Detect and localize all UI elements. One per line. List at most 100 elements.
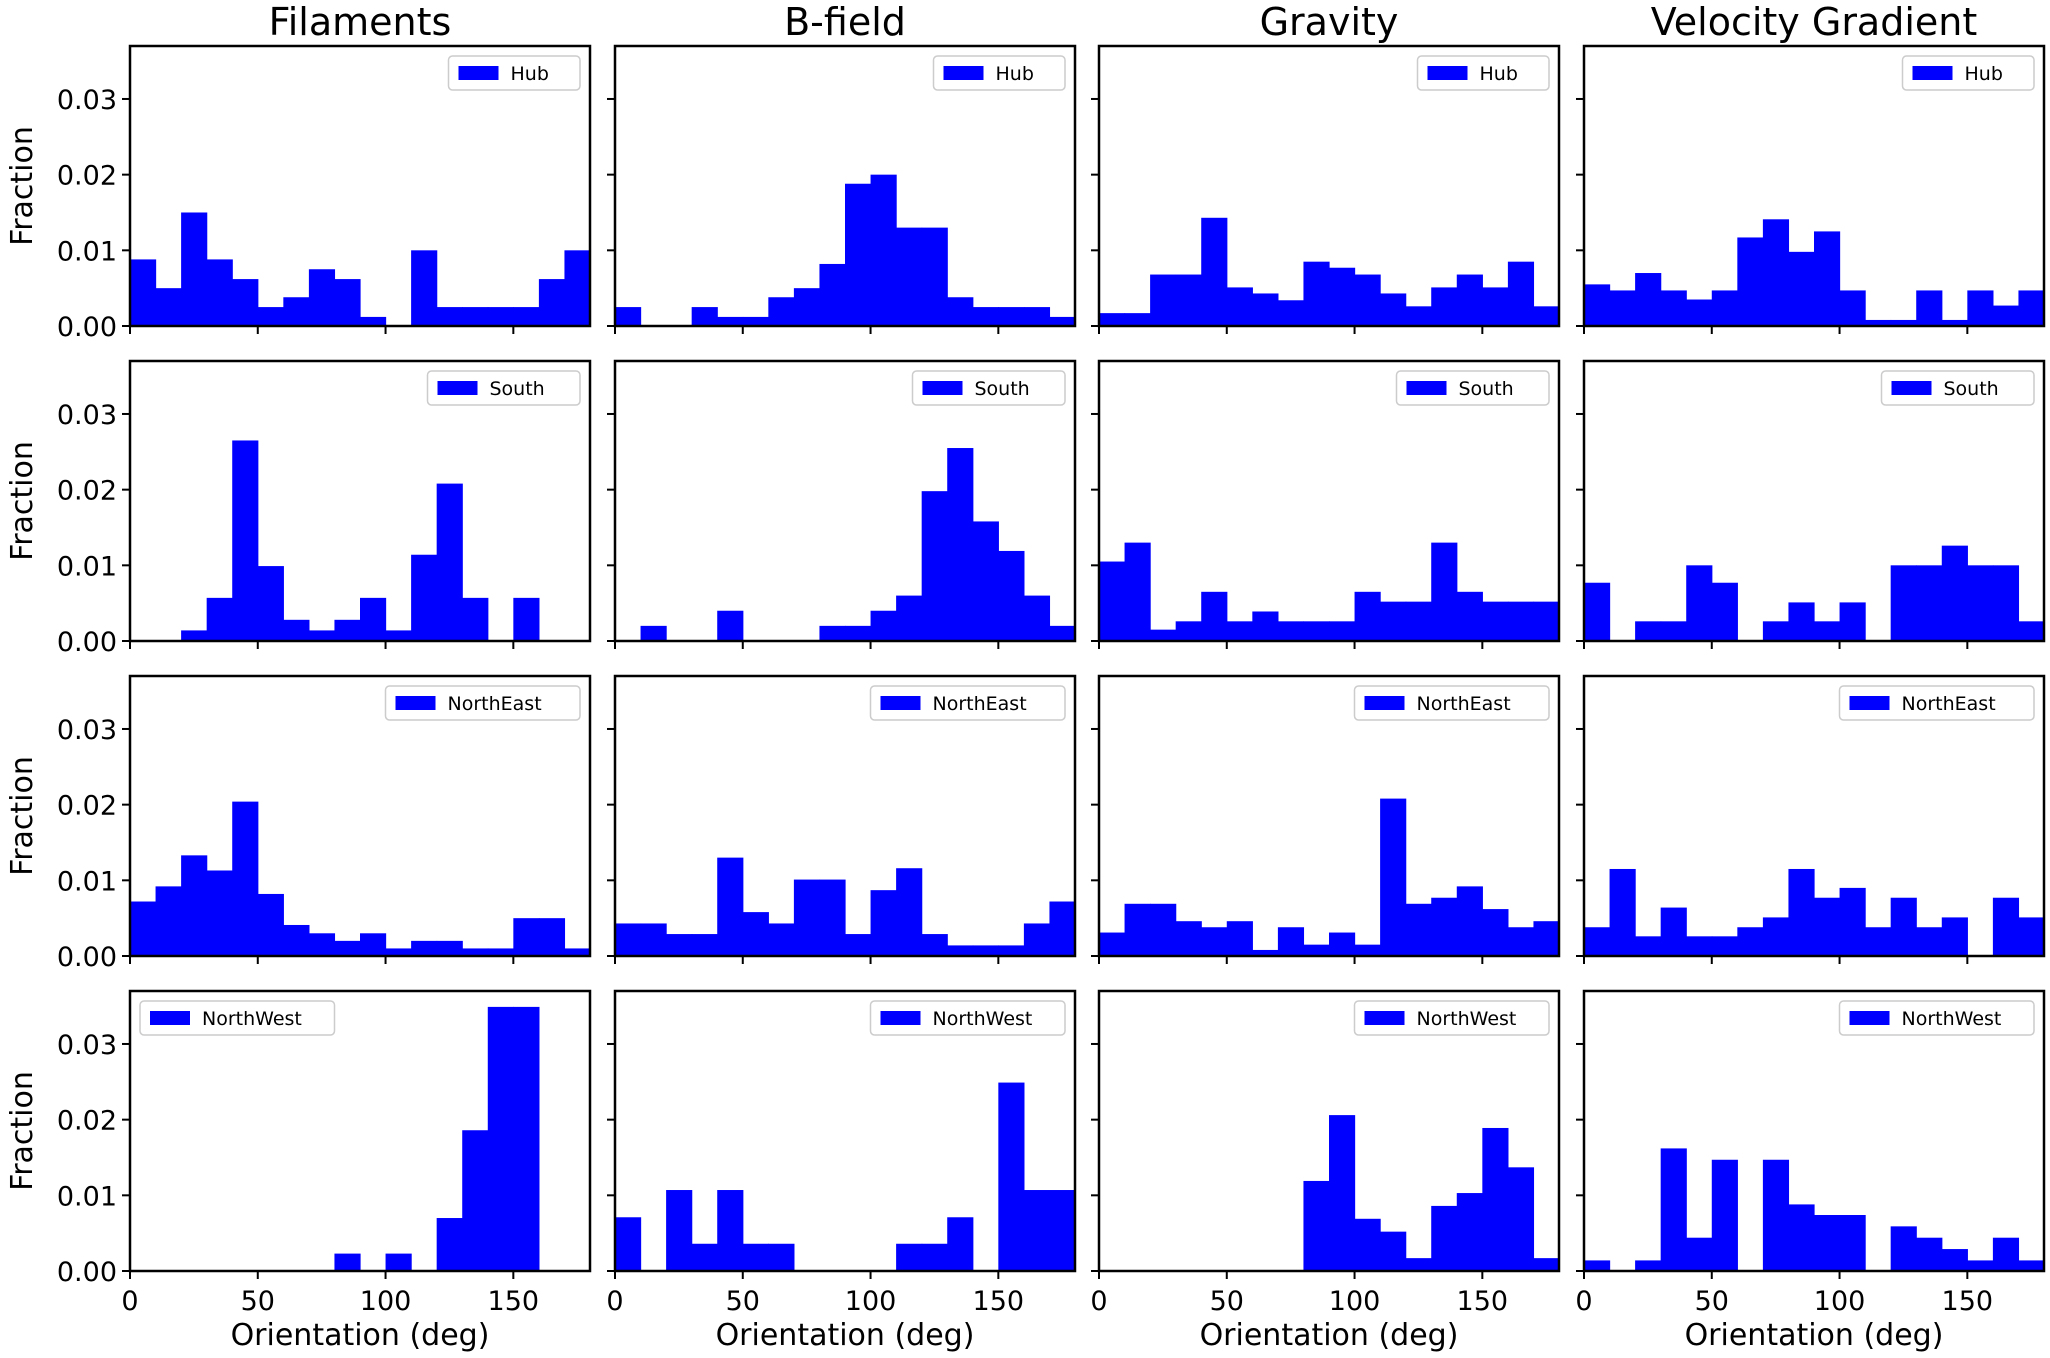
- legend-swatch: [458, 66, 499, 80]
- histogram-bar: [1686, 1237, 1713, 1271]
- histogram-bar: [1865, 927, 1892, 956]
- histogram-bar: [768, 1243, 795, 1271]
- histogram-bar: [1049, 1190, 1076, 1271]
- histogram-bar: [742, 1243, 769, 1271]
- legend-swatch: [150, 1011, 190, 1025]
- plot-frame: [1097, 44, 1561, 328]
- x-tick-label: 150: [973, 1286, 1025, 1317]
- x-tick-label: 50: [1210, 1286, 1244, 1317]
- histogram-bar: [206, 259, 233, 326]
- histogram-bar: [1788, 868, 1815, 956]
- histogram-bar: [1711, 582, 1738, 641]
- histogram-bar: [1711, 290, 1738, 326]
- plot-frame: [128, 359, 592, 643]
- x-tick-label: 150: [488, 1286, 540, 1317]
- x-tick-label: 0: [1575, 1286, 1592, 1317]
- x-axis-label: Orientation (deg): [1200, 1318, 1459, 1353]
- histogram-bar: [1099, 932, 1126, 956]
- histogram-bar: [845, 625, 872, 641]
- x-axis-label: Orientation (deg): [1685, 1318, 1944, 1353]
- legend-label: NorthEast: [1417, 693, 1511, 715]
- y-tick-label: 0.03: [57, 85, 117, 116]
- legend-box: [1353, 685, 1550, 721]
- histogram-bar: [411, 250, 438, 326]
- legend-swatch: [880, 1011, 921, 1025]
- y-tick-label: 0.01: [57, 1181, 117, 1212]
- y-tick-label: 0.03: [57, 400, 117, 431]
- histogram-bar: [436, 483, 463, 641]
- legend-box: [869, 685, 1066, 721]
- histogram-bar: [1635, 1260, 1662, 1271]
- histogram-bar: [717, 610, 744, 641]
- x-tick-label: 100: [1329, 1286, 1381, 1317]
- histogram-bar: [1226, 287, 1253, 326]
- histogram-bar: [615, 923, 642, 956]
- x-tick-label: 150: [1942, 1286, 1994, 1317]
- histogram-bar: [1380, 1231, 1407, 1271]
- histogram-bar: [283, 924, 310, 956]
- histogram-bar: [1354, 274, 1381, 326]
- legend: South: [426, 370, 581, 406]
- histogram-bar: [1380, 798, 1407, 956]
- legend-box: [1880, 370, 2035, 406]
- histogram-bar: [564, 948, 591, 956]
- histogram-bar: [283, 619, 310, 641]
- legend-box: [139, 1000, 336, 1036]
- legend-swatch: [1427, 66, 1468, 80]
- histogram-bar: [130, 901, 157, 956]
- legend-box: [1353, 1000, 1550, 1036]
- histogram-bar: [1405, 601, 1432, 641]
- histogram-bar: [334, 1253, 361, 1271]
- histogram-bar: [1814, 231, 1841, 326]
- panel-filaments-south: 0.00 0.01 0.02 0.03 Fraction South: [5, 359, 592, 658]
- histogram-bar: [1329, 621, 1356, 641]
- histogram-bar: [181, 855, 208, 956]
- legend-label: NorthWest: [933, 1008, 1033, 1030]
- histogram-bar: [1992, 897, 2020, 956]
- histogram-bar: [691, 1243, 718, 1271]
- legend-swatch: [880, 696, 921, 710]
- legend: Hub: [447, 55, 581, 91]
- x-axis-label: Orientation (deg): [231, 1318, 490, 1353]
- histogram-bar: [870, 610, 897, 641]
- histogram-bar: [1941, 1249, 1968, 1271]
- legend-box: [932, 55, 1066, 91]
- histogram-bar: [1023, 1190, 1051, 1271]
- legend-swatch: [1364, 696, 1405, 710]
- histogram-bar: [257, 566, 284, 641]
- legend-label: NorthWest: [1902, 1008, 2002, 1030]
- histogram-bar: [1814, 897, 1841, 956]
- legend: Hub: [1901, 55, 2035, 91]
- legend-label: Hub: [1965, 63, 2003, 85]
- panel-filaments-hub: 0.00 0.01 0.02 0.03 Fraction Hub: [5, 44, 592, 343]
- legend-label: NorthWest: [202, 1008, 302, 1030]
- x-tick-label: 150: [1457, 1286, 1509, 1317]
- panel-b-field-south: South: [607, 359, 1077, 649]
- legend-label: South: [1944, 378, 1999, 400]
- legend: NorthWest: [869, 1000, 1066, 1036]
- legend-swatch: [1849, 1011, 1890, 1025]
- legend-label: NorthWest: [1417, 1008, 1517, 1030]
- plot-frame: [613, 989, 1077, 1273]
- histogram-bar: [1839, 1215, 1866, 1271]
- legend-box: [1838, 685, 2035, 721]
- histogram-bar: [513, 597, 540, 641]
- column-title-gravity: Gravity: [1260, 0, 1399, 44]
- legend-label: South: [975, 378, 1030, 400]
- plot-frame: [1582, 44, 2046, 328]
- histogram-bar: [1201, 217, 1228, 326]
- plot-frame: [1582, 989, 2046, 1273]
- histogram-bar: [1049, 901, 1076, 956]
- histogram-bar: [768, 297, 795, 326]
- histogram-bar: [1533, 601, 1560, 641]
- histogram-bar: [1405, 1258, 1432, 1271]
- legend-label: NorthEast: [1902, 693, 1996, 715]
- histogram-bar: [1252, 949, 1279, 956]
- x-tick-label: 100: [845, 1286, 897, 1317]
- plot-frame: [613, 674, 1077, 958]
- y-tick-label: 0.00: [57, 1257, 117, 1288]
- y-tick-label: 0.00: [57, 627, 117, 658]
- histogram-bar: [1584, 1260, 1611, 1271]
- histogram-bar: [1584, 284, 1611, 326]
